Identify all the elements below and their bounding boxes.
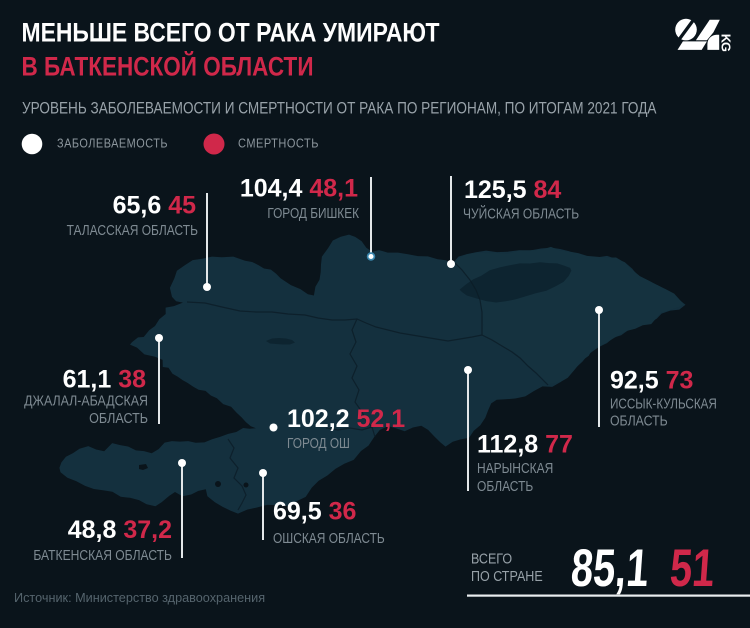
svg-text:ОБЛАСТЬ: ОБЛАСТЬ [610,412,668,428]
svg-text:125,5 84: 125,5 84 [464,176,561,204]
svg-text:НАРЫНСКАЯ: НАРЫНСКАЯ [477,460,553,477]
svg-text:104,4 48,1: 104,4 48,1 [240,175,358,203]
svg-text:ЗАБОЛЕВАЕМОСТЬ: ЗАБОЛЕВАЕМОСТЬ [57,136,168,151]
svg-text:ДЖАЛАЛ-АБАДСКАЯ: ДЖАЛАЛ-АБАДСКАЯ [24,392,148,408]
svg-text:102,2 52,1: 102,2 52,1 [287,405,405,433]
svg-text:ОШСКАЯ ОБЛАСТЬ: ОШСКАЯ ОБЛАСТЬ [273,530,385,547]
svg-text:61,1 38: 61,1 38 [63,366,147,394]
svg-text:ИССЫК-КУЛЬСКАЯ: ИССЫК-КУЛЬСКАЯ [610,395,717,412]
svg-text:МЕНЬШЕ ВСЕГО ОТ РАКА УМИРАЮТ: МЕНЬШЕ ВСЕГО ОТ РАКА УМИРАЮТ [22,18,441,48]
svg-text:ГОРОД БИШКЕК: ГОРОД БИШКЕК [267,205,359,222]
svg-text:65,6 45: 65,6 45 [113,192,197,220]
svg-text:48,8 37,2: 48,8 37,2 [68,516,172,544]
svg-text:ПО СТРАНЕ: ПО СТРАНЕ [471,567,543,584]
svg-text:БАТКЕНСКАЯ ОБЛАСТЬ: БАТКЕНСКАЯ ОБЛАСТЬ [33,547,172,564]
svg-text:УРОВЕНЬ ЗАБОЛЕВАЕМОСТИ И СМЕРТ: УРОВЕНЬ ЗАБОЛЕВАЕМОСТИ И СМЕРТНОСТИ ОТ Р… [22,99,656,117]
svg-text:112,8 77: 112,8 77 [477,431,573,459]
svg-text:ТАЛАССКАЯ ОБЛАСТЬ: ТАЛАССКАЯ ОБЛАСТЬ [67,222,198,239]
svg-text:ГОРОД ОШ: ГОРОД ОШ [287,435,350,452]
svg-text:ЧУЙСКАЯ ОБЛАСТЬ: ЧУЙСКАЯ ОБЛАСТЬ [463,205,579,222]
svg-text:69,5 36: 69,5 36 [273,498,356,526]
svg-text:СМЕРТНОСТЬ: СМЕРТНОСТЬ [238,136,319,151]
svg-text:92,5 73: 92,5 73 [610,367,693,395]
svg-text:51: 51 [668,539,716,598]
svg-text:KG: KG [718,34,733,52]
svg-text:85,1: 85,1 [569,539,650,598]
svg-text:ОБЛАСТЬ: ОБЛАСТЬ [477,478,533,495]
svg-text:Источник: Министерство здравоо: Источник: Министерство здравоохранения [14,590,265,605]
svg-text:ВСЕГО: ВСЕГО [471,549,512,566]
svg-text:ОБЛАСТЬ: ОБЛАСТЬ [89,409,148,426]
svg-text:В БАТКЕНСКОЙ ОБЛАСТИ: В БАТКЕНСКОЙ ОБЛАСТИ [22,50,314,83]
